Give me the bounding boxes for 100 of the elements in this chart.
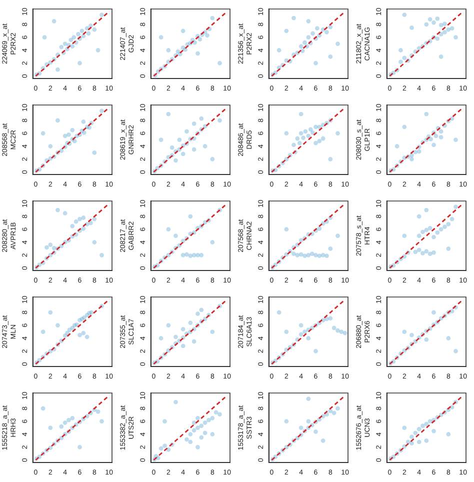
- point: [328, 156, 333, 162]
- point: [295, 252, 300, 258]
- point: [56, 323, 60, 328]
- point: [284, 28, 289, 34]
- point: [442, 22, 447, 26]
- point: [188, 432, 193, 436]
- point: [434, 134, 438, 138]
- point: [438, 135, 444, 140]
- point: [450, 216, 454, 222]
- point: [310, 130, 315, 135]
- point: [438, 129, 444, 134]
- point: [339, 330, 344, 334]
- point: [196, 416, 200, 420]
- point: [62, 420, 68, 425]
- point: [336, 234, 340, 238]
- point: [214, 410, 218, 415]
- point: [454, 348, 458, 354]
- point: [336, 328, 340, 333]
- point: [413, 250, 418, 254]
- point: [410, 25, 414, 30]
- point: [100, 108, 104, 113]
- point: [199, 252, 204, 258]
- point: [196, 312, 200, 316]
- point: [199, 435, 204, 440]
- point: [336, 131, 340, 136]
- point: [402, 234, 407, 238]
- point: [432, 428, 436, 434]
- point: [424, 112, 429, 116]
- point: [317, 124, 322, 130]
- point: [78, 332, 82, 338]
- point: [306, 419, 311, 424]
- point: [155, 166, 160, 170]
- point: [210, 432, 215, 436]
- point: [295, 136, 300, 141]
- point: [158, 446, 164, 451]
- point: [328, 24, 333, 30]
- point: [424, 438, 429, 443]
- point: [158, 35, 164, 40]
- point: [180, 344, 186, 348]
- point: [410, 153, 414, 158]
- point: [59, 148, 64, 153]
- point: [166, 323, 171, 328]
- point: [320, 252, 326, 258]
- point: [302, 330, 307, 334]
- point: [78, 60, 82, 66]
- point: [96, 48, 100, 52]
- point: [303, 129, 308, 134]
- point: [192, 339, 196, 344]
- point: [292, 252, 296, 256]
- point: [298, 112, 304, 116]
- point: [420, 424, 425, 428]
- point: [413, 430, 418, 436]
- point: [432, 234, 436, 240]
- point: [398, 48, 403, 52]
- point: [410, 441, 414, 446]
- point: [336, 42, 340, 46]
- point: [180, 327, 186, 332]
- point: [438, 32, 444, 36]
- point: [315, 26, 320, 31]
- point: [188, 440, 193, 444]
- point: [428, 252, 432, 256]
- point: [314, 60, 318, 66]
- point: [454, 138, 458, 142]
- point: [306, 134, 311, 138]
- point: [394, 144, 400, 148]
- point: [435, 230, 440, 235]
- point: [324, 30, 329, 34]
- point: [416, 214, 422, 219]
- point: [166, 112, 171, 116]
- point: [199, 308, 204, 312]
- point: [74, 219, 78, 224]
- point: [188, 214, 193, 219]
- point: [174, 334, 178, 340]
- point: [87, 125, 92, 130]
- point: [100, 419, 104, 424]
- point: [328, 316, 333, 320]
- point: [196, 426, 200, 430]
- point: [428, 17, 432, 22]
- point: [37, 358, 42, 362]
- point: [301, 136, 306, 140]
- point: [432, 142, 436, 148]
- point: [42, 35, 47, 40]
- point: [314, 124, 318, 130]
- point: [210, 416, 215, 420]
- point: [438, 227, 444, 232]
- point: [48, 242, 53, 248]
- point: [78, 216, 82, 222]
- point: [416, 149, 422, 154]
- point: [446, 336, 451, 340]
- point: [432, 20, 436, 25]
- point: [218, 118, 222, 123]
- point: [56, 208, 60, 212]
- point: [76, 32, 80, 36]
- point: [210, 330, 215, 334]
- point: [92, 150, 97, 155]
- point: [410, 156, 414, 162]
- point: [424, 228, 429, 232]
- point: [297, 140, 302, 146]
- point: [446, 27, 451, 32]
- point: [314, 140, 318, 146]
